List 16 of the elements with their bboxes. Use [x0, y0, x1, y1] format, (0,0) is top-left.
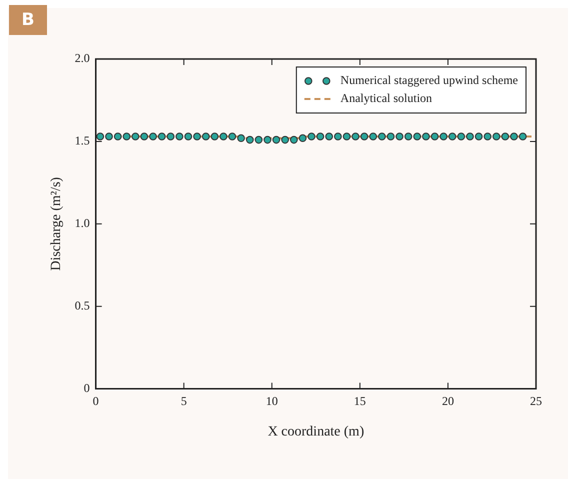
x-tick-label: 25 [530, 394, 542, 408]
x-tick-label: 5 [180, 394, 187, 408]
x-tick-label: 20 [442, 394, 454, 408]
y-tick-label: 1.5 [74, 134, 90, 148]
legend-label: Analytical solution [340, 91, 432, 106]
y-axis-title: Discharge (m²/s) [49, 176, 64, 271]
y-tick-label: 2.0 [74, 51, 90, 66]
text: B [9, 5, 47, 35]
x-tick-label: 15 [354, 394, 366, 408]
y-tick-label: 0 [84, 380, 90, 395]
x-tick-label: 0 [92, 394, 99, 408]
x-tick-label: 10 [266, 394, 278, 408]
x-axis-title: X coordinate (m) [268, 424, 364, 440]
y-tick-label: 0.5 [74, 298, 90, 313]
legend-label: Numerical staggered upwind scheme [340, 73, 518, 88]
y-tick-label: 1.0 [74, 216, 90, 230]
